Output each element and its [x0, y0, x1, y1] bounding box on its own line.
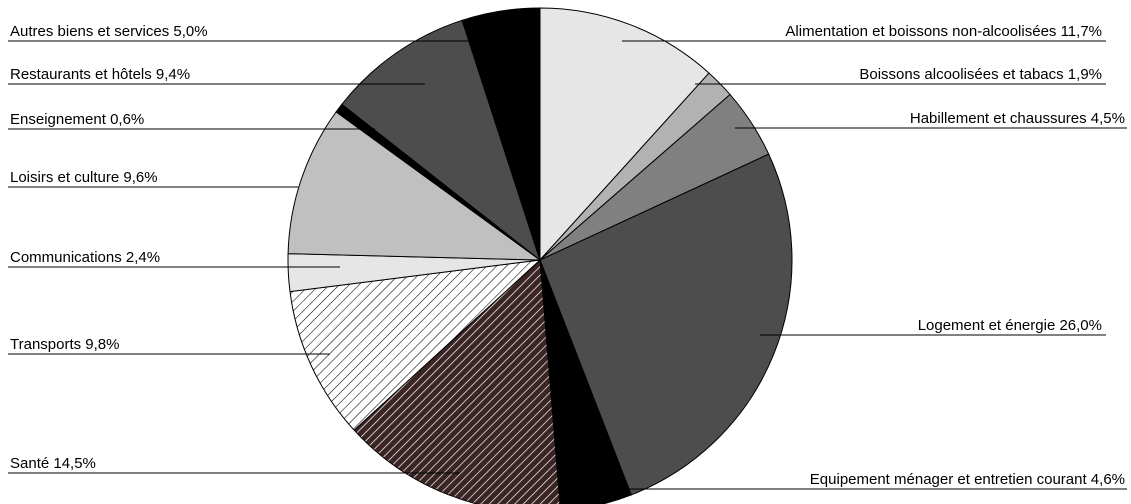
pie-slice-loisirs-et-culture [287, 111, 542, 261]
slice-label-habillement-et-chaussures: Habillement et chaussures 4,5% [910, 110, 1125, 127]
pie-slice-sante [353, 258, 561, 504]
slice-label-autres-biens-et-services: Autres biens et services 5,0% [10, 23, 208, 40]
slice-labels: Alimentation et boissons non-alcoolisées… [10, 23, 1125, 488]
slice-label-alimentation-et-boissons-non-alcoolisees: Alimentation et boissons non-alcoolisées… [785, 23, 1102, 40]
slice-label-transports: Transports 9,8% [10, 336, 120, 353]
pie-slice-alimentation-et-boissons-non-alcoolisees [539, 7, 710, 262]
slice-label-restaurants-et-hotels: Restaurants et hôtels 9,4% [10, 66, 190, 83]
slice-label-boissons-alcoolisees-et-tabacs: Boissons alcoolisées et tabacs 1,9% [859, 66, 1102, 83]
pie-slice-logement-et-energie [539, 153, 793, 496]
slice-label-enseignement: Enseignement 0,6% [10, 111, 144, 128]
slice-label-equipement-menager-et-entretien-courant: Equipement ménager et entretien courant … [810, 471, 1125, 488]
leader-lines [8, 40, 1127, 490]
pie-slices [287, 7, 793, 504]
slice-label-loisirs-et-culture: Loisirs et culture 9,6% [10, 169, 158, 186]
slice-label-communications: Communications 2,4% [10, 249, 160, 266]
pie-slice-restaurants-et-hotels [341, 19, 541, 262]
pie-slice-transports [289, 259, 542, 431]
pie-slice-equipement-menager-et-entretien-courant [539, 259, 632, 504]
slice-label-logement-et-energie: Logement et énergie 26,0% [918, 317, 1102, 334]
slice-label-sante: Santé 14,5% [10, 455, 96, 472]
pie-slice-autres-biens-et-services [461, 7, 541, 261]
